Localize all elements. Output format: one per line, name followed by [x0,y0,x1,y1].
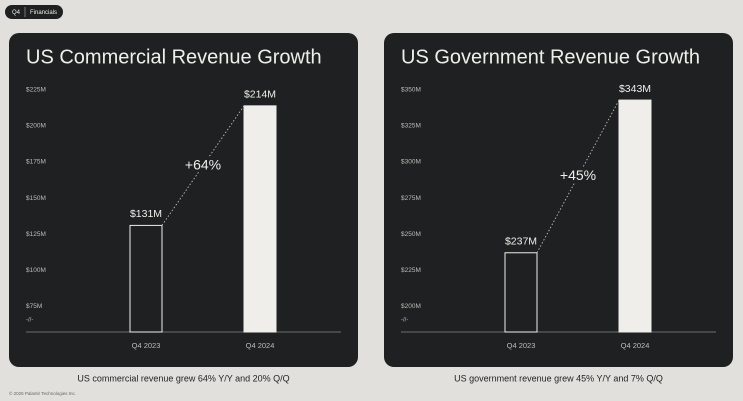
panel [384,33,733,367]
y-tick-label: $75M [26,303,42,310]
y-tick-label: $225M [401,267,421,274]
y-tick-label: $175M [26,159,46,166]
y-tick-label: $350M [401,87,421,94]
axis-break: -//- [401,318,408,324]
x-tick-label: Q4 2024 [621,341,650,350]
panel [9,33,358,367]
caption: US commercial revenue grew 64% Y/Y and 2… [77,373,289,383]
bar [504,252,538,333]
x-tick-label: Q4 2024 [246,341,275,350]
y-tick-label: $200M [401,303,421,310]
badge [5,5,63,19]
x-tick-label: Q4 2023 [507,341,536,350]
growth-annotation: +45% [560,167,596,183]
x-tick-label: Q4 2023 [132,341,161,350]
y-tick-label: $225M [26,87,46,94]
y-tick-label: $150M [26,195,46,202]
bar [129,224,163,333]
value-label: $343M [619,83,651,95]
growth-annotation: +64% [185,156,221,172]
y-tick-label: $275M [401,195,421,202]
y-tick-label: $100M [26,267,46,274]
axis-break: -//- [26,318,33,324]
chart-title: US Commercial Revenue Growth [26,46,322,68]
growth-connector [536,99,620,253]
y-tick-label: $325M [401,123,421,130]
chart-title: US Government Revenue Growth [401,46,700,68]
bar [618,99,652,333]
badge-section: Financials [30,10,57,16]
value-label: $131M [130,208,162,220]
y-tick-label: $125M [26,231,46,238]
value-label: $237M [505,236,537,248]
y-tick-label: $250M [401,231,421,238]
caption: US government revenue grew 45% Y/Y and 7… [454,373,663,383]
value-label: $214M [244,89,276,101]
y-tick-label: $200M [26,123,46,130]
bar [243,105,277,333]
footer: © 2025 Palantir Technologies Inc. [9,390,76,396]
y-tick-label: $300M [401,159,421,166]
badge-text: Q4 [12,10,21,16]
